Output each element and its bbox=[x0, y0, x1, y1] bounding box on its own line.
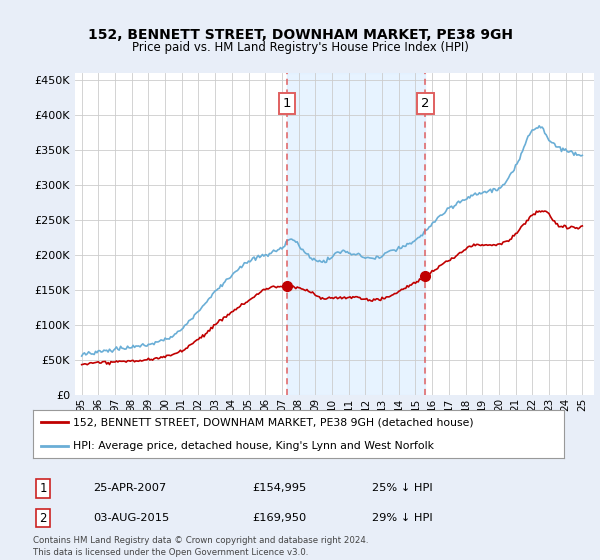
Text: 152, BENNETT STREET, DOWNHAM MARKET, PE38 9GH (detached house): 152, BENNETT STREET, DOWNHAM MARKET, PE3… bbox=[73, 417, 473, 427]
Bar bbox=[287, 73, 425, 395]
Text: Price paid vs. HM Land Registry's House Price Index (HPI): Price paid vs. HM Land Registry's House … bbox=[131, 40, 469, 54]
Text: 1: 1 bbox=[283, 97, 291, 110]
Text: 1: 1 bbox=[40, 482, 47, 495]
Text: 29% ↓ HPI: 29% ↓ HPI bbox=[372, 513, 433, 523]
Text: 03-AUG-2015: 03-AUG-2015 bbox=[93, 513, 169, 523]
Text: 25% ↓ HPI: 25% ↓ HPI bbox=[372, 483, 433, 493]
Text: Contains HM Land Registry data © Crown copyright and database right 2024.
This d: Contains HM Land Registry data © Crown c… bbox=[33, 536, 368, 557]
Text: HPI: Average price, detached house, King's Lynn and West Norfolk: HPI: Average price, detached house, King… bbox=[73, 441, 434, 451]
Text: 152, BENNETT STREET, DOWNHAM MARKET, PE38 9GH: 152, BENNETT STREET, DOWNHAM MARKET, PE3… bbox=[88, 28, 512, 42]
Text: 25-APR-2007: 25-APR-2007 bbox=[93, 483, 166, 493]
Text: £154,995: £154,995 bbox=[252, 483, 306, 493]
Text: £169,950: £169,950 bbox=[252, 513, 306, 523]
Text: 2: 2 bbox=[40, 511, 47, 525]
Text: 2: 2 bbox=[421, 97, 430, 110]
